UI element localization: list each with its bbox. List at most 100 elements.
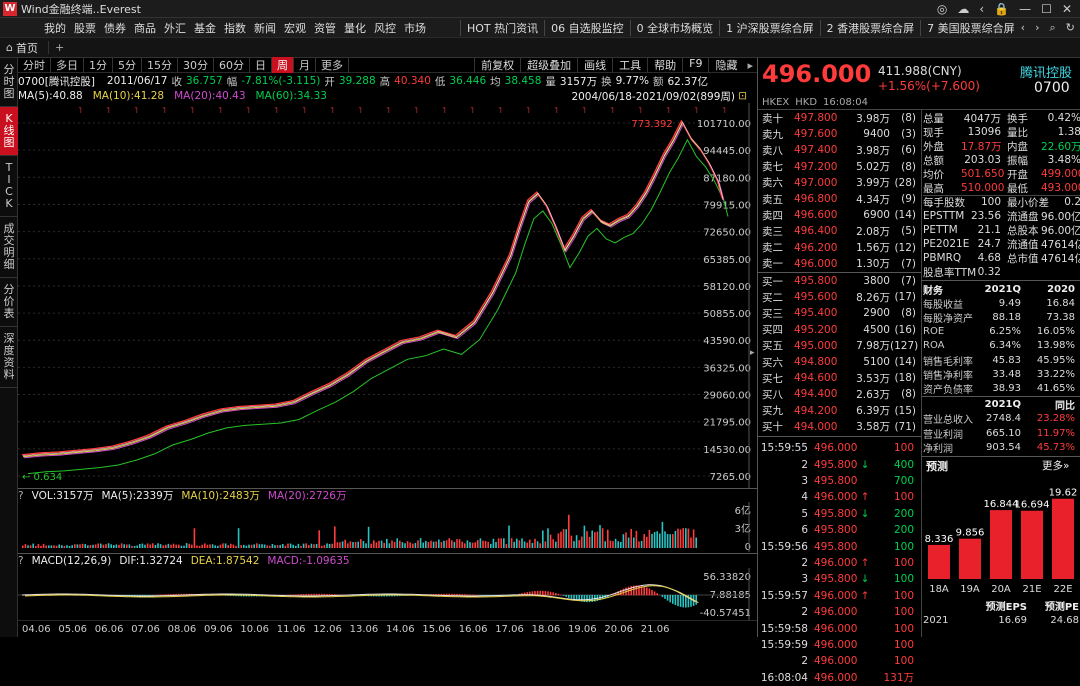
macd-chart[interactable]: 56.338207.88185-40.57451 — [18, 568, 757, 620]
dividend-marker[interactable]: ˥ — [694, 106, 698, 115]
dividend-marker[interactable]: ˥ — [106, 106, 110, 115]
bid-row[interactable]: 买八494.4002.63万(8) — [758, 386, 918, 402]
chevron-right-icon[interactable]: ▸ — [743, 59, 757, 72]
minimize-icon[interactable]: — — [1019, 2, 1031, 16]
dividend-marker[interactable]: ˥ — [274, 106, 278, 115]
dividend-marker[interactable]: ˥ — [414, 106, 418, 115]
dividend-marker[interactable]: ˥ — [246, 106, 250, 115]
collapse-arrow-icon[interactable]: ▸ — [750, 348, 755, 358]
period-6[interactable]: 60分 — [214, 57, 250, 73]
side-tab-4[interactable]: 分价表 — [0, 278, 18, 327]
bid-row[interactable]: 买七494.6003.53万(18) — [758, 370, 918, 386]
menu-item-8[interactable]: 宏观 — [280, 20, 310, 36]
dividend-marker[interactable]: ˥ — [134, 106, 138, 115]
dividend-marker[interactable]: ˥ — [302, 106, 306, 115]
dividend-marker[interactable]: ˥ — [386, 106, 390, 115]
cloud-icon[interactable]: ☁ — [957, 2, 969, 16]
hot-icon[interactable]: ◎ — [937, 2, 947, 16]
side-tab-2[interactable]: TICK — [0, 156, 18, 217]
menu-item-0[interactable]: 我的 — [40, 20, 70, 36]
nav-tab-3[interactable]: 1 沪深股票综合屏 — [719, 20, 820, 36]
side-tab-0[interactable]: 分时图 — [0, 58, 18, 107]
tool-5[interactable]: F9 — [682, 57, 708, 73]
refresh-icon[interactable]: ↻ — [1066, 21, 1075, 35]
period-0[interactable]: 分时 — [18, 57, 51, 73]
ask-row[interactable]: 卖七497.2005.02万(8) — [758, 159, 918, 175]
tool-0[interactable]: 前复权 — [474, 57, 520, 73]
lock-small-icon[interactable]: ⊡ — [738, 90, 747, 102]
period-1[interactable]: 多日 — [51, 57, 84, 73]
dividend-marker[interactable]: ˥ — [470, 106, 474, 115]
nav-tab-2[interactable]: 0 全球市场概览 — [630, 20, 720, 36]
dividend-marker[interactable]: ˥ — [582, 106, 586, 115]
dividend-marker[interactable]: ˥ — [358, 106, 362, 115]
bid-row[interactable]: 买九494.2006.39万(15) — [758, 403, 918, 419]
period-9[interactable]: 月 — [294, 57, 316, 73]
dividend-marker[interactable]: ˥ — [78, 106, 82, 115]
menu-item-4[interactable]: 外汇 — [160, 20, 190, 36]
ask-row[interactable]: 卖三496.4002.08万(5) — [758, 223, 918, 239]
nav-tab-1[interactable]: 06 自选股监控 — [544, 20, 630, 36]
side-tab-1[interactable]: K线图 — [0, 107, 18, 156]
ask-row[interactable]: 卖四496.6006900(14) — [758, 207, 918, 223]
menu-item-12[interactable]: 市场 — [400, 20, 430, 36]
nav-tab-4[interactable]: 2 香港股票综合屏 — [820, 20, 921, 36]
home-tab[interactable]: 首页 — [16, 40, 48, 56]
menu-item-9[interactable]: 资管 — [310, 20, 340, 36]
menu-item-6[interactable]: 指数 — [220, 20, 250, 36]
ask-row[interactable]: 卖五496.8004.34万(9) — [758, 191, 918, 207]
bid-row[interactable]: 买三495.4002900(8) — [758, 305, 918, 321]
menu-item-3[interactable]: 商品 — [130, 20, 160, 36]
ask-row[interactable]: 卖一496.0001.30万(7) — [758, 256, 918, 272]
side-tab-5[interactable]: 深度资料 — [0, 327, 18, 388]
dividend-marker[interactable]: ˥ — [722, 106, 726, 115]
nav-tab-5[interactable]: 7 美国股票综合屏 — [920, 20, 1021, 36]
tool-3[interactable]: 工具 — [612, 57, 647, 73]
dividend-marker[interactable]: ˥ — [218, 106, 222, 115]
dividend-marker[interactable]: ˥ — [666, 106, 670, 115]
menu-item-1[interactable]: 股票 — [70, 20, 100, 36]
close-icon[interactable]: ✕ — [1062, 2, 1072, 16]
side-tab-3[interactable]: 成交明细 — [0, 217, 18, 278]
volume-chart[interactable]: 6亿3亿0 — [18, 502, 757, 552]
dividend-marker[interactable]: ˥ — [610, 106, 614, 115]
tool-6[interactable]: 隐藏 — [708, 57, 743, 73]
forward-icon[interactable]: › — [1035, 21, 1039, 35]
dividend-marker[interactable]: ˥ — [190, 106, 194, 115]
search-icon[interactable]: ⌕ — [1049, 21, 1055, 35]
period-2[interactable]: 1分 — [84, 57, 113, 73]
dividend-marker[interactable]: ˥ — [526, 106, 530, 115]
chevron-icon[interactable]: ‹ — [979, 2, 984, 16]
dividend-marker[interactable]: ˥ — [498, 106, 502, 115]
menu-item-10[interactable]: 量化 — [340, 20, 370, 36]
bid-row[interactable]: 买五495.0007.98万(127) — [758, 338, 918, 354]
menu-item-7[interactable]: 新闻 — [250, 20, 280, 36]
period-7[interactable]: 日 — [250, 57, 272, 73]
ask-row[interactable]: 卖九497.6009400(3) — [758, 126, 918, 142]
ask-row[interactable]: 卖八497.4003.98万(6) — [758, 142, 918, 158]
menu-item-11[interactable]: 风控 — [370, 20, 400, 36]
tool-4[interactable]: 帮助 — [647, 57, 682, 73]
period-5[interactable]: 30分 — [178, 57, 214, 73]
period-4[interactable]: 15分 — [142, 57, 178, 73]
ask-row[interactable]: 卖六497.0003.99万(28) — [758, 175, 918, 191]
dividend-marker[interactable]: ˥ — [162, 106, 166, 115]
nav-tab-0[interactable]: HOT 热门资讯 — [460, 20, 544, 36]
bid-row[interactable]: 买二495.6008.26万(17) — [758, 289, 918, 305]
dividend-marker[interactable]: ˥ — [554, 106, 558, 115]
bid-row[interactable]: 买六494.8005100(14) — [758, 354, 918, 370]
price-chart[interactable]: 101710.0094445.0087180.0079915.0072650.0… — [18, 103, 757, 488]
macd-toggle[interactable]: ? — [18, 555, 24, 567]
maximize-icon[interactable]: ☐ — [1041, 2, 1052, 16]
period-10[interactable]: 更多 — [316, 57, 349, 73]
tool-1[interactable]: 超级叠加 — [520, 57, 577, 73]
period-8[interactable]: 周 — [272, 57, 294, 73]
period-3[interactable]: 5分 — [113, 57, 142, 73]
bid-row[interactable]: 买一495.8003800(7) — [758, 273, 918, 289]
dividend-marker[interactable]: ˥ — [638, 106, 642, 115]
add-tab-button[interactable]: + — [48, 41, 70, 54]
tool-2[interactable]: 画线 — [577, 57, 612, 73]
forecast-more-link[interactable]: 更多» — [1042, 458, 1069, 473]
bid-row[interactable]: 买十494.0003.58万(71) — [758, 419, 918, 435]
ask-row[interactable]: 卖二496.2001.56万(12) — [758, 240, 918, 256]
